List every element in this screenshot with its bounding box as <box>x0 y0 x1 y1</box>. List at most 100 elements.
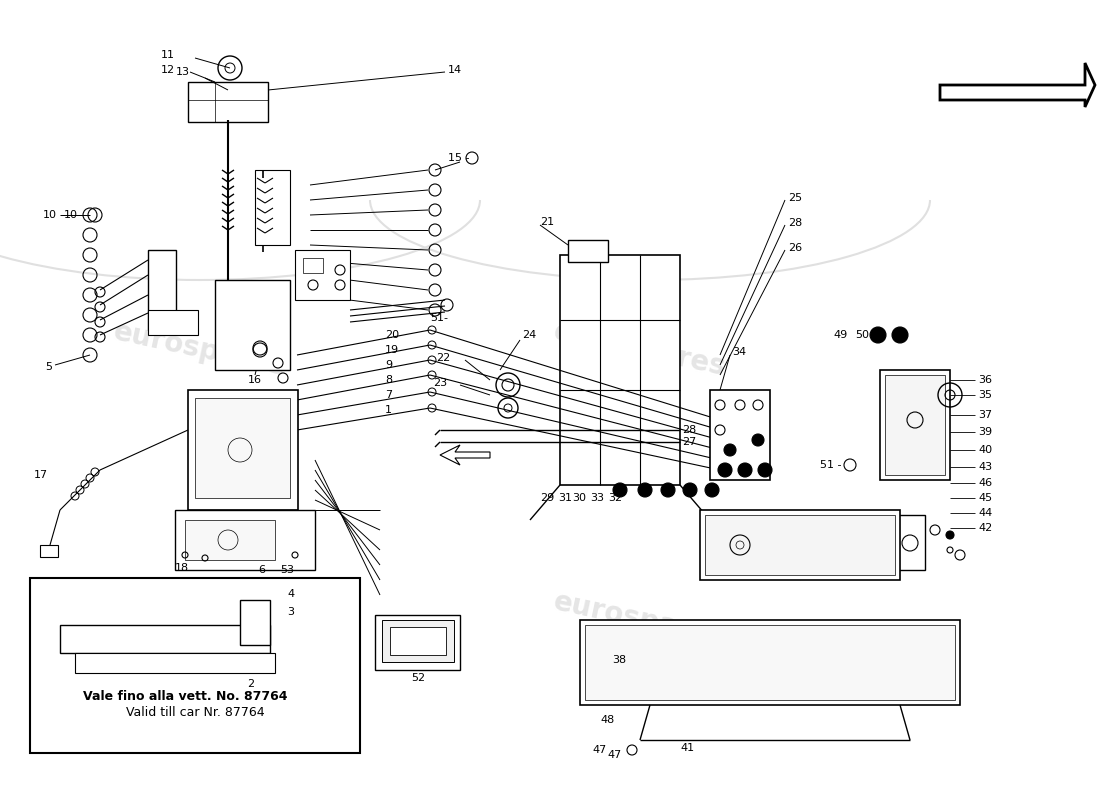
Bar <box>75 653 275 673</box>
Bar <box>30 578 360 753</box>
Text: 10: 10 <box>43 210 57 220</box>
Bar <box>580 620 960 705</box>
Bar <box>382 620 454 662</box>
Text: 16: 16 <box>248 375 262 385</box>
Text: 48: 48 <box>600 715 614 725</box>
Text: 30: 30 <box>572 493 586 503</box>
Text: 12: 12 <box>161 65 175 75</box>
Bar <box>185 520 275 560</box>
Bar <box>302 258 323 273</box>
Text: Valid till car Nr. 87764: Valid till car Nr. 87764 <box>125 706 264 718</box>
Bar <box>375 615 460 670</box>
Text: eurospares: eurospares <box>551 318 729 382</box>
Polygon shape <box>440 445 490 465</box>
Circle shape <box>752 434 764 446</box>
Text: 15 -: 15 - <box>448 153 470 163</box>
Text: 31: 31 <box>558 493 572 503</box>
Text: 29: 29 <box>540 493 554 503</box>
Text: 35: 35 <box>978 390 992 400</box>
Text: 20: 20 <box>385 330 399 340</box>
Circle shape <box>661 483 675 497</box>
Text: 1: 1 <box>385 405 392 415</box>
Text: 49: 49 <box>833 330 847 340</box>
Bar <box>40 545 58 557</box>
Bar <box>700 510 900 580</box>
Bar <box>148 310 198 335</box>
Text: 34: 34 <box>732 347 746 357</box>
Bar <box>585 625 955 700</box>
Text: 51-: 51- <box>430 313 448 323</box>
Bar <box>240 600 270 645</box>
Bar <box>295 250 350 300</box>
Circle shape <box>638 483 652 497</box>
Text: 7: 7 <box>385 390 392 400</box>
Bar <box>705 515 895 575</box>
Circle shape <box>738 463 752 477</box>
Text: 40: 40 <box>978 445 992 455</box>
Text: 39: 39 <box>978 427 992 437</box>
Bar <box>390 627 446 655</box>
Text: 18: 18 <box>175 563 189 573</box>
Bar <box>148 250 176 330</box>
Circle shape <box>718 463 732 477</box>
Circle shape <box>946 531 954 539</box>
Bar <box>560 255 680 485</box>
Text: 4: 4 <box>287 589 294 599</box>
Text: 10: 10 <box>64 210 78 220</box>
Text: 24: 24 <box>522 330 537 340</box>
Text: eurospares: eurospares <box>111 318 289 382</box>
Text: 11: 11 <box>161 50 175 60</box>
Bar <box>195 398 290 498</box>
Text: 26: 26 <box>788 243 802 253</box>
Text: 25: 25 <box>788 193 802 203</box>
Text: 38: 38 <box>612 655 626 665</box>
Circle shape <box>892 327 907 343</box>
Text: 5: 5 <box>45 362 52 372</box>
Circle shape <box>613 483 627 497</box>
Text: 42: 42 <box>978 523 992 533</box>
Text: eurospares: eurospares <box>551 588 729 652</box>
Bar <box>568 240 608 262</box>
Bar <box>175 510 315 570</box>
Text: 47: 47 <box>592 745 606 755</box>
Text: 47: 47 <box>607 750 621 760</box>
Text: 9: 9 <box>385 360 392 370</box>
Text: 3: 3 <box>287 607 294 617</box>
Text: 22: 22 <box>436 353 450 363</box>
Text: 53: 53 <box>280 565 294 575</box>
Text: 27: 27 <box>682 437 696 447</box>
Circle shape <box>870 327 886 343</box>
Text: 21: 21 <box>540 217 554 227</box>
Circle shape <box>758 463 772 477</box>
Polygon shape <box>940 63 1094 107</box>
Text: 46: 46 <box>978 478 992 488</box>
Text: 19: 19 <box>385 345 399 355</box>
Text: 51 -: 51 - <box>820 460 842 470</box>
Text: 37: 37 <box>978 410 992 420</box>
Text: 28: 28 <box>682 425 696 435</box>
Text: eurospares: eurospares <box>111 588 289 652</box>
Text: 14: 14 <box>448 65 462 75</box>
Text: Vale fino alla vett. No. 87764: Vale fino alla vett. No. 87764 <box>82 690 287 703</box>
Bar <box>710 390 770 480</box>
Text: 44: 44 <box>978 508 992 518</box>
Text: 33: 33 <box>590 493 604 503</box>
Text: 41: 41 <box>680 743 694 753</box>
Text: 2: 2 <box>248 679 254 689</box>
Text: 43: 43 <box>978 462 992 472</box>
Circle shape <box>705 483 719 497</box>
Text: 8: 8 <box>385 375 392 385</box>
Bar <box>886 375 945 475</box>
Circle shape <box>683 483 697 497</box>
Text: 28: 28 <box>788 218 802 228</box>
Bar <box>60 625 270 653</box>
Text: 52: 52 <box>411 673 425 683</box>
Bar <box>214 280 290 370</box>
Bar <box>880 370 950 480</box>
Text: 13: 13 <box>176 67 190 77</box>
Text: 36: 36 <box>978 375 992 385</box>
Text: 45: 45 <box>978 493 992 503</box>
Text: 17: 17 <box>34 470 48 480</box>
Bar <box>188 390 298 510</box>
Text: 32: 32 <box>608 493 623 503</box>
